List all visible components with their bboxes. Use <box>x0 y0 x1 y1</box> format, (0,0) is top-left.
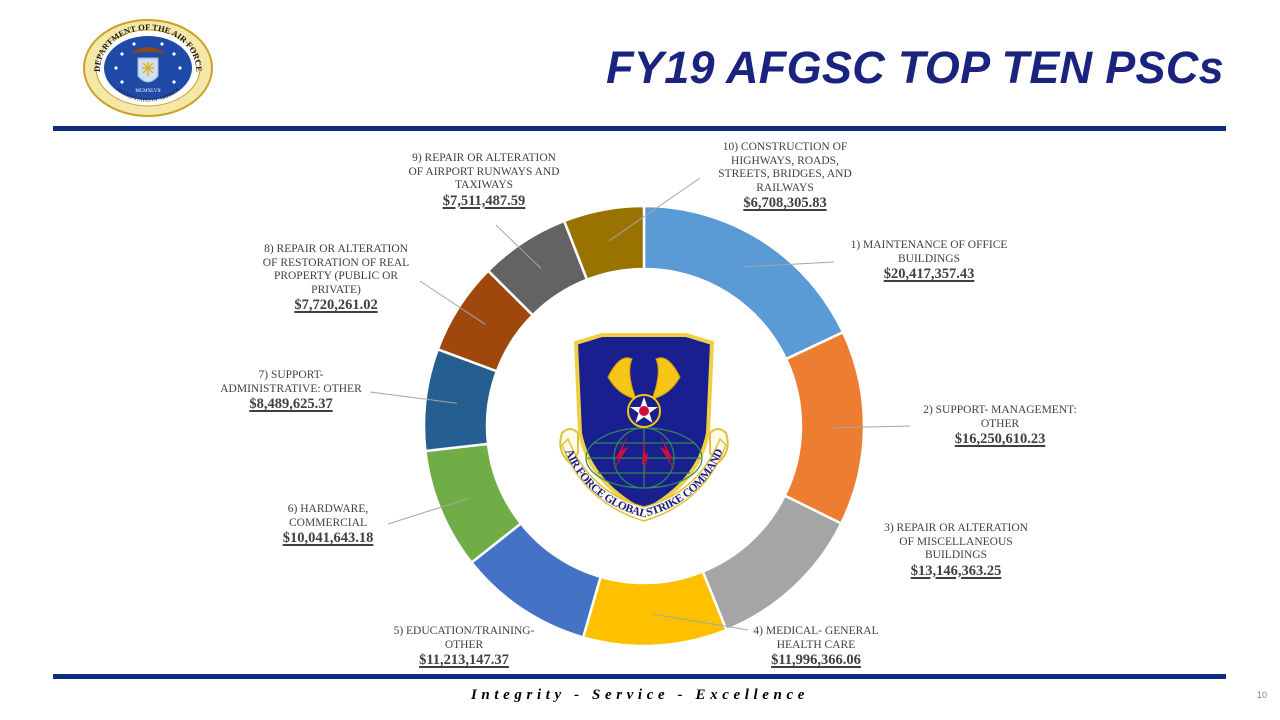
label-name: 2) SUPPORT- MANAGEMENT: <box>923 404 1077 416</box>
footer-divider <box>53 674 1226 679</box>
label-amount: $20,417,357.43 <box>883 266 975 282</box>
label-name: 5) EDUCATION/TRAINING- <box>393 625 535 637</box>
data-label-6: 6) HARDWARE, COMMERCIAL $10,041,643.18 <box>260 503 396 547</box>
label-name: 8) REPAIR OR ALTERATION <box>264 243 408 255</box>
data-label-4: 4) MEDICAL- GENERAL HEALTH CARE $11,996,… <box>736 625 896 669</box>
leader-line-4 <box>653 613 749 631</box>
data-label-3: 3) REPAIR OR ALTERATION OF MISCELLANEOUS… <box>868 522 1044 580</box>
data-label-2: 2) SUPPORT- MANAGEMENT: OTHER $16,250,61… <box>910 404 1090 448</box>
page-number: 10 <box>1257 690 1268 700</box>
label-name: PROPERTY (PUBLIC OR <box>273 270 399 282</box>
leader-line-8 <box>419 280 486 325</box>
label-name: OTHER <box>444 638 484 651</box>
footer-motto: Integrity - Service - Excellence <box>471 687 809 703</box>
data-label-9: 9) REPAIR OR ALTERATION OF AIRPORT RUNWA… <box>392 152 576 210</box>
label-name: BUILDINGS <box>925 549 987 561</box>
slide-title: FY19 AFGSC TOP TEN PSCs <box>606 42 1224 93</box>
data-label-8: 8) REPAIR OR ALTERATION OF RESTORATION O… <box>246 243 426 314</box>
data-label-1: 1) MAINTENANCE OF OFFICE BUILDINGS $20,4… <box>834 239 1024 283</box>
label-amount: $8,489,625.37 <box>249 396 333 412</box>
label-name: OF MISCELLANEOUS <box>899 535 1013 548</box>
label-amount: $11,213,147.37 <box>419 652 509 668</box>
data-label-10: 10) CONSTRUCTION OF HIGHWAYS, ROADS, STR… <box>700 141 870 212</box>
donut-segment-2 <box>783 330 866 526</box>
label-name: 1) MAINTENANCE OF OFFICE <box>850 239 1008 251</box>
label-amount: $10,041,643.18 <box>282 530 374 546</box>
label-name: HIGHWAYS, ROADS, <box>731 154 839 167</box>
chart-segments <box>422 204 866 648</box>
label-amount: $13,146,363.25 <box>910 562 1002 579</box>
leader-line-7 <box>369 391 457 404</box>
leader-line-10 <box>608 177 701 242</box>
label-name: 7) SUPPORT- <box>258 369 324 381</box>
header-divider <box>53 126 1226 131</box>
donut-segment-4 <box>581 569 729 648</box>
label-name: 10) CONSTRUCTION OF <box>722 141 848 153</box>
leader-line-1 <box>744 261 835 268</box>
label-name: STREETS, BRIDGES, AND <box>718 168 852 180</box>
label-name: RAILWAYS <box>756 181 814 194</box>
data-label-7: 7) SUPPORT- ADMINISTRATIVE: OTHER $8,489… <box>206 369 376 413</box>
afgsc-shield-emblem-icon: AIR FORCE GLOBAL STRIKE COMMAND <box>559 333 729 522</box>
label-name: OTHER <box>980 417 1020 430</box>
leader-lines <box>369 177 911 631</box>
label-amount: $6,708,305.83 <box>743 195 827 211</box>
label-name: OF AIRPORT RUNWAYS AND <box>408 165 560 178</box>
leader-line-2 <box>832 425 911 429</box>
data-label-5: 5) EDUCATION/TRAINING- OTHER $11,213,147… <box>376 625 552 669</box>
label-name: OF RESTORATION OF REAL <box>262 256 410 269</box>
label-amount: $7,511,487.59 <box>442 192 526 209</box>
label-amount: $16,250,610.23 <box>954 431 1046 447</box>
label-name: COMMERCIAL <box>289 516 367 529</box>
label-name: ADMINISTRATIVE: OTHER <box>220 382 362 395</box>
label-name: HEALTH CARE <box>776 638 856 651</box>
label-amount: $7,720,261.02 <box>294 297 378 313</box>
label-name: 9) REPAIR OR ALTERATION <box>412 152 556 164</box>
leader-line-6 <box>387 497 470 525</box>
label-name: 4) MEDICAL- GENERAL <box>753 625 879 637</box>
label-name: 3) REPAIR OR ALTERATION <box>884 522 1028 534</box>
label-name: PRIVATE) <box>311 283 361 296</box>
label-name: BUILDINGS <box>898 252 960 265</box>
label-amount: $11,996,366.06 <box>771 652 861 668</box>
label-name: TAXIWAYS <box>454 179 514 191</box>
svg-text:MCMXLVII: MCMXLVII <box>135 89 161 94</box>
department-of-air-force-seal-icon: MCMXLVII DEPARTMENT OF THE AIR FORCE UNI… <box>83 19 213 117</box>
donut-segment-10 <box>562 204 646 282</box>
leader-line-9 <box>495 224 542 269</box>
label-name: 6) HARDWARE, <box>287 503 369 515</box>
